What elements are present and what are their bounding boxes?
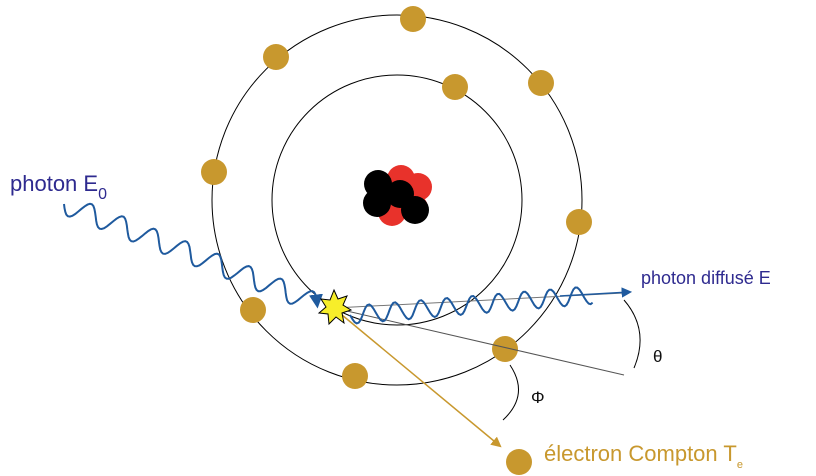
scattered-photon-wave (349, 286, 594, 325)
theta-label: θ (653, 347, 662, 366)
electron (400, 6, 426, 32)
incident-photon-label: photon E0 (10, 171, 107, 203)
electron (263, 44, 289, 70)
incident-direction-extension (333, 307, 625, 376)
electron (506, 449, 532, 475)
compton-electron-track (335, 309, 502, 448)
orbital-electrons (201, 6, 592, 475)
electron (492, 336, 518, 362)
electron (442, 74, 468, 100)
electron (240, 297, 266, 323)
theta-arc (623, 299, 641, 369)
phi-label: Φ (531, 388, 545, 407)
electron (566, 209, 592, 235)
scattered-photon-label: photon diffusé E (641, 268, 771, 288)
nucleus (363, 165, 432, 226)
star-burst-icon (317, 288, 353, 326)
outer-orbit (211, 14, 583, 386)
inner-orbit (271, 74, 523, 326)
electron (342, 363, 368, 389)
phi-arc (502, 364, 519, 421)
compton-electron-label: électron Compton Te (544, 441, 743, 471)
electron (201, 159, 227, 185)
electron (528, 70, 554, 96)
incident-photon-wave (63, 202, 323, 309)
scattered-photon-arrow (559, 287, 633, 298)
